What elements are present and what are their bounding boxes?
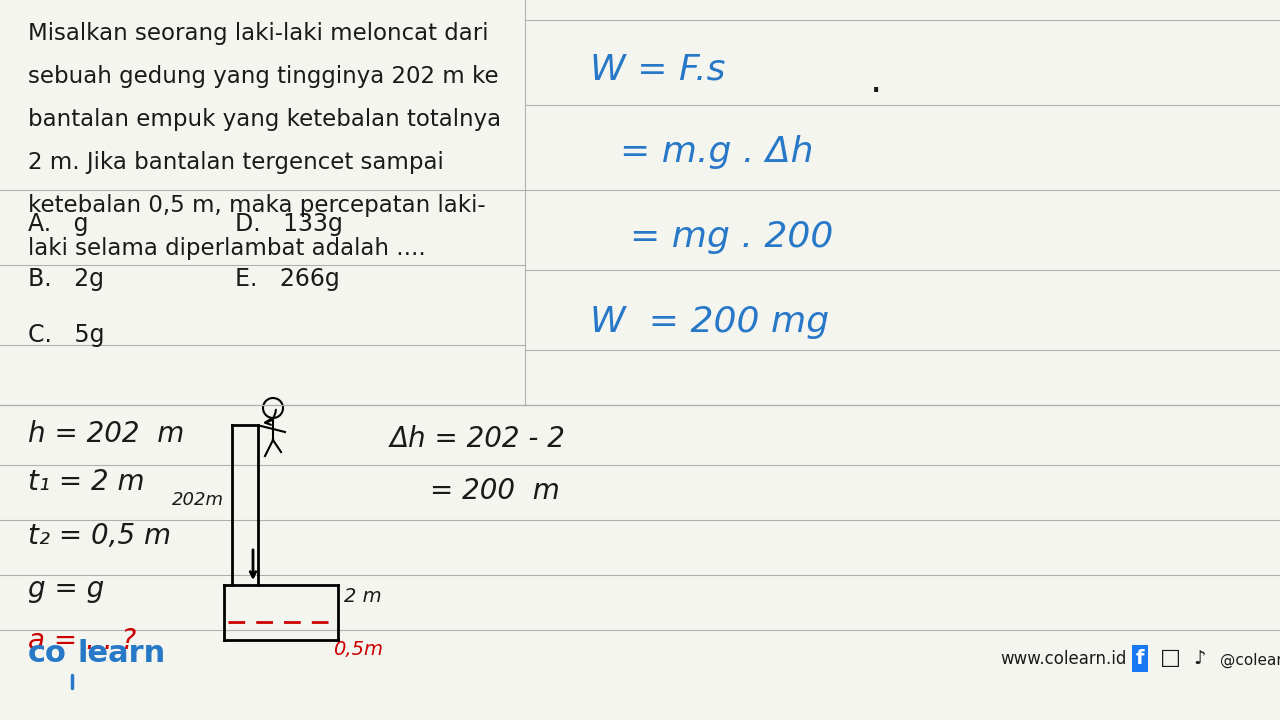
Text: www.colearn.id: www.colearn.id [1000, 650, 1126, 668]
Text: a = ... ?: a = ... ? [28, 627, 136, 655]
Text: W = F.s: W = F.s [590, 52, 726, 86]
Text: f: f [1135, 649, 1144, 668]
Text: t₁ = 2 m: t₁ = 2 m [28, 468, 145, 496]
Text: g = g: g = g [28, 575, 104, 603]
Text: learn: learn [78, 639, 166, 668]
Text: bantalan empuk yang ketebalan totalnya: bantalan empuk yang ketebalan totalnya [28, 108, 502, 131]
Text: ♪: ♪ [1194, 649, 1206, 668]
Text: ketebalan 0,5 m, maka percepatan laki-: ketebalan 0,5 m, maka percepatan laki- [28, 194, 485, 217]
Text: laki selama diperlambat adalah ....: laki selama diperlambat adalah .... [28, 237, 426, 260]
Text: C.   5g: C. 5g [28, 323, 105, 347]
Text: Misalkan seorang laki-laki meloncat dari: Misalkan seorang laki-laki meloncat dari [28, 22, 489, 45]
Text: Δh = 202 - 2: Δh = 202 - 2 [390, 425, 566, 453]
Text: B.   2g: B. 2g [28, 267, 104, 291]
Text: .: . [870, 62, 882, 100]
Text: D.   133g: D. 133g [236, 212, 343, 236]
Text: 0,5m: 0,5m [333, 640, 383, 659]
Text: sebuah gedung yang tingginya 202 m ke: sebuah gedung yang tingginya 202 m ke [28, 65, 499, 88]
Text: = m.g . Δh: = m.g . Δh [620, 135, 814, 169]
Text: 2 m: 2 m [344, 587, 381, 606]
Text: h = 202  m: h = 202 m [28, 420, 184, 448]
Text: □: □ [1160, 648, 1180, 668]
Text: = mg . 200: = mg . 200 [630, 220, 833, 254]
Text: @colearn.id: @colearn.id [1220, 653, 1280, 668]
Text: = 200  m: = 200 m [430, 477, 559, 505]
Text: A.   g: A. g [28, 212, 88, 236]
Text: 2 m. Jika bantalan tergencet sampai: 2 m. Jika bantalan tergencet sampai [28, 151, 444, 174]
Text: t₂ = 0,5 m: t₂ = 0,5 m [28, 522, 172, 550]
Text: E.   266g: E. 266g [236, 267, 339, 291]
Text: 202m: 202m [172, 491, 224, 509]
Text: co: co [28, 639, 67, 668]
Text: W  = 200 mg: W = 200 mg [590, 305, 829, 339]
